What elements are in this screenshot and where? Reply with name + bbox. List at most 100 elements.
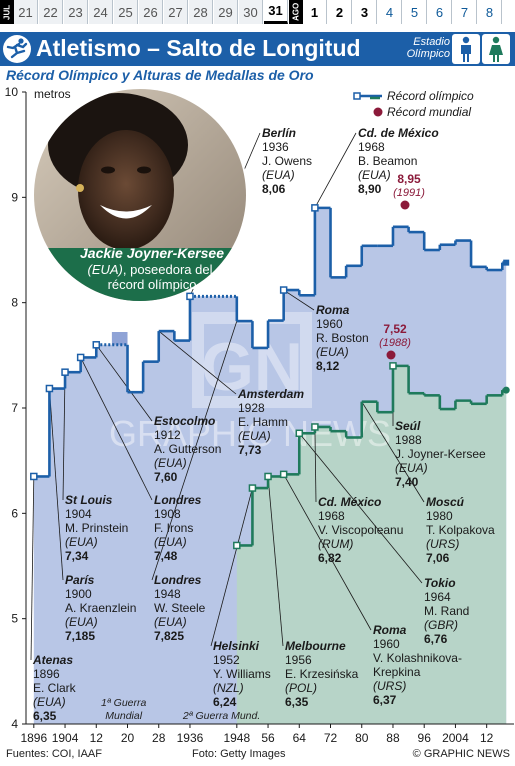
annotation-athlete: E. Krzesińska: [285, 667, 359, 681]
male-athlete-icon: [452, 34, 480, 64]
calendar-day-aug-8[interactable]: 8: [478, 0, 502, 24]
venue-line-2: Olímpico: [406, 48, 450, 60]
annotation-athlete: V. Kolashnikova-: [373, 651, 462, 665]
annotation-country: (EUA): [395, 461, 428, 475]
calendar-day-aug-4[interactable]: 4: [378, 0, 402, 24]
leader-line-1896: [30, 476, 35, 661]
leader-line-1912: [95, 344, 153, 422]
annotation-athlete: M. Rand: [424, 604, 469, 618]
annotation-country: (NZL): [213, 681, 244, 695]
calendar-day-jul-22[interactable]: 22: [39, 0, 63, 24]
annotation-mark: 6,24: [213, 695, 237, 709]
calendar-day-aug-6[interactable]: 6: [428, 0, 452, 24]
womens-record-marker-1948: [233, 541, 241, 550]
annotation-country: (EUA): [262, 168, 295, 182]
annotation-athlete: J. Joyner-Kersee: [395, 447, 486, 461]
annotation-city: Melbourne: [285, 639, 346, 653]
calendar-day-aug-1[interactable]: 1: [303, 0, 327, 24]
calendar-day-jul-24[interactable]: 24: [89, 0, 113, 24]
annotation-athlete: J. Owens: [262, 154, 312, 168]
calendar-day-aug-2[interactable]: 2: [328, 0, 352, 24]
venue-label: Estadio Olímpico: [400, 36, 450, 60]
x-tick-label-1936: 1936: [177, 731, 204, 745]
calendar-day-aug-7[interactable]: 7: [453, 0, 477, 24]
calendar-strip: JUL 21 22 23 24 25 26 27 28 29 30 31 AGO 1 2 3 4 5 6 7 8: [0, 0, 515, 30]
annotation-athlete: E. Clark: [33, 681, 77, 695]
leader-line-1960: [283, 474, 372, 631]
x-tick-label-12: 12: [90, 731, 104, 745]
x-tick-label-80: 80: [355, 731, 369, 745]
calendar-day-jul-27[interactable]: 27: [164, 0, 188, 24]
calendar-day-jul-23[interactable]: 23: [64, 0, 88, 24]
leader-line-1928: [158, 330, 237, 395]
photo-credit: Foto: Getty Images: [192, 748, 286, 760]
watermark-logo-frame: [192, 312, 312, 408]
calendar-day-jul-28[interactable]: 28: [189, 0, 213, 24]
mens-record-marker-1912: [92, 341, 101, 349]
legend-world-label: Récord mundial: [387, 105, 471, 119]
annotation-year: 1960: [373, 637, 400, 651]
y-tick-label-9: 9: [11, 190, 18, 204]
annotation-mark: 8,12: [316, 359, 340, 373]
annotation-year: 1968: [318, 509, 345, 523]
annotation-country: (EUA): [65, 615, 98, 629]
annotation-mark: 8,90: [358, 182, 382, 196]
leader-line-1968: [314, 132, 357, 209]
annotation-city: Roma: [316, 303, 350, 317]
calendar-day-jul-21[interactable]: 21: [14, 0, 38, 24]
calendar-day-jul-29[interactable]: 29: [214, 0, 238, 24]
calendar-day-jul-31[interactable]: 31: [264, 0, 288, 24]
annotation-city: Amsterdam: [237, 387, 304, 401]
annotation-country: (EUA): [316, 345, 349, 359]
x-tick-label-72: 72: [324, 731, 338, 745]
x-tick-label-2004: 2004: [442, 731, 469, 745]
page-title: Atletismo – Salto de Longitud: [36, 35, 361, 61]
mens-record-marker-1936: [186, 292, 194, 301]
mens-record-marker-1904: [61, 368, 69, 376]
annotation-country: (EUA): [358, 168, 391, 182]
annotation-mark: 6,35: [285, 695, 309, 709]
calendar-day-jul-25[interactable]: 25: [114, 0, 138, 24]
annotation-city: Moscú: [426, 495, 465, 509]
womens-record-marker-1988: [389, 362, 397, 370]
calendar-day-aug-3[interactable]: 3: [353, 0, 377, 24]
annotation-mark: 6,76: [424, 632, 448, 646]
annotation-athlete: Y. Williams: [213, 667, 271, 681]
calendar-day-jul-30[interactable]: 30: [239, 0, 263, 24]
long-jump-pictogram: [3, 35, 31, 63]
annotation-year: 1952: [213, 653, 240, 667]
annotation-athlete: V. Viscopoleanu: [318, 523, 403, 537]
annotation-year: 1968: [358, 140, 385, 154]
annotation-athlete: F. Irons: [154, 521, 193, 535]
calendar-day-aug-5[interactable]: 5: [403, 0, 427, 24]
calendar-day-jul-26[interactable]: 26: [139, 0, 163, 24]
mens-record-marker-1900: [45, 384, 54, 393]
x-tick-label-56: 56: [261, 731, 275, 745]
war-band-1-label: 1ª Guerra: [101, 697, 146, 709]
leader-line-1908: [80, 357, 153, 501]
annotation-year: 1980: [426, 509, 453, 523]
annotation-country: (EUA): [33, 695, 66, 709]
annotation-athlete: W. Steele: [154, 601, 206, 615]
x-tick-label-88: 88: [386, 731, 400, 745]
x-tick-label-28: 28: [152, 731, 166, 745]
y-tick-label-8: 8: [11, 296, 18, 310]
annotation-city: Tokio: [424, 576, 456, 590]
annotation-city: Helsinki: [213, 639, 260, 653]
annotation-city: Londres: [154, 493, 202, 507]
leader-line-1904: [62, 372, 66, 501]
annotation-athlete: A. Gutterson: [154, 442, 221, 456]
annotation-mark: 6,37: [373, 693, 397, 707]
annotation-athlete: B. Beamon: [358, 154, 417, 168]
womens-record-marker-1956: [264, 472, 272, 481]
x-tick-label-1896: 1896: [20, 731, 47, 745]
sources-text: Fuentes: COI, IAAF: [6, 748, 102, 760]
